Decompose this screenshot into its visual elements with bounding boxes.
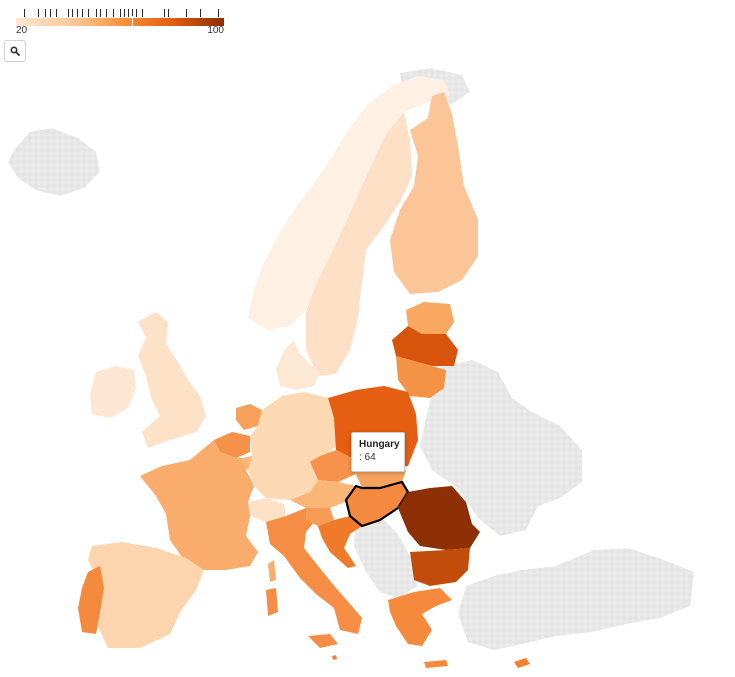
country-france[interactable]	[140, 440, 258, 570]
country-united-kingdom[interactable]	[138, 312, 206, 448]
tooltip-country-name: Hungary	[359, 439, 400, 450]
country-estonia[interactable]	[406, 302, 454, 334]
legend-distribution-ticks	[16, 8, 224, 18]
legend-color-bar	[16, 16, 224, 28]
country-spain[interactable]	[88, 542, 204, 648]
country-slovenia[interactable]	[306, 508, 334, 526]
country-germany[interactable]	[248, 392, 336, 500]
tooltip-value: : 64	[359, 452, 376, 463]
country-lithuania[interactable]	[396, 356, 446, 398]
legend-max-label: 100	[207, 25, 224, 36]
country-crete[interactable]	[424, 660, 448, 668]
country-cyprus[interactable]	[514, 658, 530, 668]
country-ireland[interactable]	[90, 366, 136, 418]
country-croatia[interactable]	[318, 516, 362, 568]
country-portugal[interactable]	[78, 566, 104, 634]
country-greece[interactable]	[388, 588, 452, 646]
country-turkey[interactable]	[458, 548, 694, 650]
country-denmark[interactable]	[276, 340, 320, 390]
country-netherlands[interactable]	[236, 404, 262, 430]
country-iceland[interactable]	[8, 128, 100, 196]
country-norway[interactable]	[248, 76, 450, 330]
country-belgium[interactable]	[214, 432, 250, 458]
color-legend: 20 100	[16, 8, 228, 38]
country-italy[interactable]	[266, 508, 362, 634]
country-corsica[interactable]	[268, 560, 276, 582]
country-switzerland[interactable]	[248, 498, 286, 522]
country-austria[interactable]	[290, 480, 356, 508]
country-romania[interactable]	[398, 486, 480, 550]
country-malta[interactable]	[332, 655, 337, 660]
country-hungary[interactable]	[344, 480, 410, 528]
country-sardinia[interactable]	[266, 588, 278, 616]
legend-min-label: 20	[16, 25, 28, 36]
zoom-button[interactable]	[4, 40, 26, 62]
country-czechia[interactable]	[310, 450, 356, 482]
country-sicily[interactable]	[308, 634, 338, 648]
country-balkans[interactable]	[354, 520, 418, 598]
map-tooltip: Hungary : 64	[351, 432, 405, 472]
country-belarus-ukraine[interactable]	[420, 360, 582, 536]
legend-hover-marker	[132, 16, 133, 28]
search-icon	[10, 46, 20, 56]
country-latvia[interactable]	[392, 326, 458, 366]
country-bulgaria[interactable]	[410, 548, 470, 586]
country-finland[interactable]	[390, 92, 478, 294]
country-sweden[interactable]	[306, 112, 412, 376]
